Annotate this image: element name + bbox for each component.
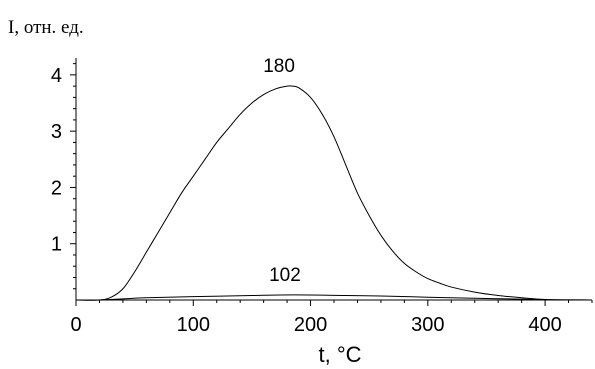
ticks: 0 100 200 300 400 1 2 3 4 bbox=[51, 63, 593, 336]
x-tick-label: 300 bbox=[411, 314, 444, 336]
series-line-180 bbox=[75, 85, 593, 301]
y-tick-label: 4 bbox=[51, 65, 62, 87]
y-tick-label: 1 bbox=[51, 234, 62, 256]
axes bbox=[75, 58, 592, 301]
y-axis-label: I, отн. ед. bbox=[8, 17, 84, 38]
series-label-102: 102 bbox=[269, 265, 301, 286]
y-tick-label: 2 bbox=[51, 177, 62, 199]
y-tick-label: 3 bbox=[51, 121, 62, 143]
x-tick-label: 400 bbox=[528, 314, 561, 336]
x-tick-label: 0 bbox=[70, 314, 81, 336]
series-label-180: 180 bbox=[263, 56, 295, 77]
x-tick-label: 200 bbox=[294, 314, 327, 336]
annotations: 180 102 bbox=[263, 56, 301, 286]
x-axis-label: t, °C bbox=[318, 342, 361, 367]
series bbox=[75, 85, 593, 301]
x-tick-label: 100 bbox=[177, 314, 210, 336]
series-line-102 bbox=[75, 294, 593, 301]
